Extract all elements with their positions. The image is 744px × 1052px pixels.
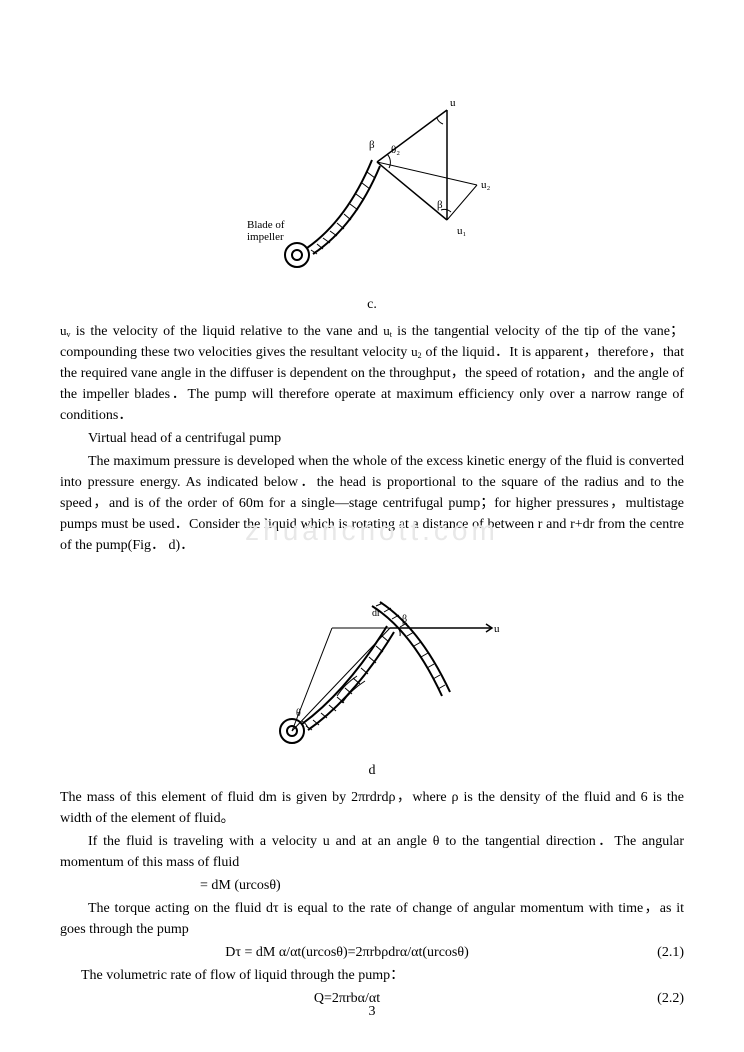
- svg-text:u₁: u₁: [457, 225, 467, 237]
- figure-d-caption: d: [60, 760, 684, 781]
- paragraph-6: The volumetric rate of flow of liquid th…: [60, 965, 684, 986]
- figure-c-svg: Blade of impeller u u₁ u₂ β θ₂ β: [237, 90, 507, 290]
- figure-c-caption: c.: [60, 294, 684, 315]
- svg-text:u: u: [450, 97, 456, 109]
- svg-text:β: β: [369, 139, 375, 151]
- label-blade-2: impeller: [247, 231, 284, 243]
- page-number: 3: [0, 1001, 744, 1022]
- svg-text:u: u: [494, 623, 500, 635]
- var-u-t: ut: [383, 324, 392, 339]
- paragraph-3: The mass of this element of fluid dm is …: [60, 787, 684, 829]
- figure-d-svg: u β dr θ: [242, 576, 502, 756]
- equation-2-1-expr: Dτ = dM α/αt(urcosθ)=2πrbρdrα/αt(urcosθ): [60, 942, 634, 963]
- paragraph-4: If the fluid is traveling with a velocit…: [60, 831, 684, 873]
- figure-d: u β dr θ: [60, 576, 684, 756]
- svg-text:u₂: u₂: [481, 179, 491, 191]
- svg-text:β: β: [437, 199, 443, 211]
- heading-virtual-head: Virtual head of a centrifugal pump: [60, 428, 684, 449]
- svg-text:β: β: [402, 614, 407, 625]
- svg-text:dr: dr: [372, 608, 381, 619]
- svg-text:θ₂: θ₂: [391, 144, 400, 156]
- equation-dm: = dM (urcosθ): [60, 875, 684, 896]
- var-u-v: uv: [60, 324, 71, 339]
- figure-c: Blade of impeller u u₁ u₂ β θ₂ β: [60, 90, 684, 290]
- para1-seg1: is the velocity of the liquid relative t…: [71, 324, 384, 339]
- paragraph-5: The torque acting on the fluid dτ is equ…: [60, 898, 684, 940]
- paragraph-2: The maximum pressure is developed when t…: [60, 451, 684, 556]
- label-blade-1: Blade of: [247, 219, 285, 231]
- paragraph-1: uv is the velocity of the liquid relativ…: [60, 321, 684, 426]
- equation-2-1-num: (2.1): [634, 942, 684, 963]
- var-u-2: u2: [411, 345, 422, 360]
- equation-2-1: Dτ = dM α/αt(urcosθ)=2πrbρdrα/αt(urcosθ)…: [60, 942, 684, 963]
